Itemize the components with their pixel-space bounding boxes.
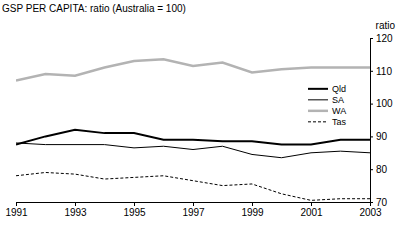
legend-swatch [308, 88, 328, 90]
x-tick-label: 1993 [64, 207, 87, 218]
legend-item: SA [308, 95, 344, 105]
y-tick-label: 90 [376, 131, 388, 142]
legend: QldSAWATas [308, 84, 347, 127]
series-line [16, 143, 370, 158]
x-tick-mark [75, 202, 76, 206]
legend-item: Qld [308, 84, 346, 94]
x-tick-label: 1999 [241, 207, 264, 218]
legend-swatch [308, 121, 328, 122]
x-tick: 1999 [241, 202, 264, 218]
chart-container: GSP PER CAPITA: ratio (Australia = 100) 1… [0, 0, 397, 226]
y-tick-label: 70 [376, 197, 388, 208]
legend-swatch [308, 99, 328, 100]
y-tick-mark [370, 202, 373, 203]
x-tick: 1991 [5, 202, 28, 218]
x-tick-mark [252, 202, 253, 206]
chart-svg: GSP PER CAPITA: ratio (Australia = 100) 1… [0, 0, 397, 226]
x-tick: 1993 [64, 202, 87, 218]
x-tick: 1997 [182, 202, 205, 218]
legend-label: Tas [332, 117, 347, 127]
x-tick-mark [193, 202, 194, 206]
y-tick-label: 120 [376, 33, 393, 44]
y-tick-mark [370, 38, 373, 39]
y-tick-mark [370, 169, 373, 170]
legend-label: SA [332, 95, 344, 105]
y-tick-mark [370, 136, 373, 137]
legend-label: WA [332, 106, 346, 116]
lines [16, 59, 370, 200]
series-line [16, 59, 370, 80]
y-tick: 120 [370, 33, 393, 44]
y-axis-title: ratio [376, 20, 396, 31]
x-tick-label: 1997 [182, 207, 205, 218]
legend-item: Tas [308, 117, 347, 127]
x-axis-line [17, 203, 371, 207]
y-tick: 110 [370, 66, 392, 77]
x-tick-label: 2001 [300, 207, 323, 218]
y-tick-label: 80 [376, 164, 388, 175]
x-tick-label: 1995 [123, 207, 146, 218]
y-axis-line [371, 39, 374, 203]
x-tick: 1995 [123, 202, 146, 218]
y-tick: 80 [370, 164, 388, 175]
x-tick-mark [134, 202, 135, 206]
y-tick-mark [370, 71, 373, 72]
x-tick-label: 2003 [359, 207, 382, 218]
x-tick: 2001 [300, 202, 323, 218]
x-tick-label: 1991 [5, 207, 28, 218]
y-tick: 100 [370, 98, 393, 109]
series-line [16, 172, 370, 200]
title: GSP PER CAPITA: ratio (Australia = 100) [2, 3, 186, 14]
x-tick-mark [16, 202, 17, 206]
y-tick-label: 110 [376, 66, 392, 77]
y-axis: 70 80 90 100 110 120 [370, 33, 393, 208]
legend-item: WA [308, 106, 346, 116]
plot: 1991 1993 1995 1997 1999 2001 200370 80 90 100 110… [5, 33, 393, 218]
y-tick-mark [370, 104, 373, 105]
x-axis: 1991 1993 1995 1997 1999 2001 2003 [5, 202, 382, 218]
y-tick: 70 [370, 197, 388, 208]
legend-label: Qld [332, 84, 346, 94]
y-tick: 90 [370, 131, 388, 142]
y-tick-label: 100 [376, 98, 393, 109]
legend-swatch [308, 110, 328, 113]
x-tick-mark [311, 202, 312, 206]
series-line [16, 130, 370, 145]
